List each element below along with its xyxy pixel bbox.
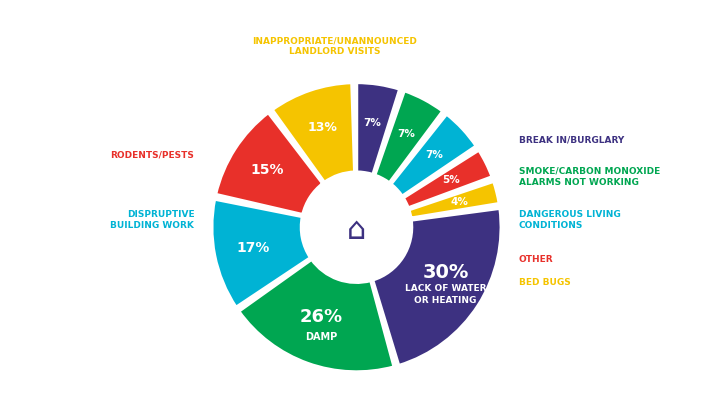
Wedge shape <box>272 83 355 182</box>
Text: 7%: 7% <box>425 150 443 160</box>
Wedge shape <box>372 208 501 366</box>
Text: RODENTS/PESTS: RODENTS/PESTS <box>111 150 195 159</box>
Text: 7%: 7% <box>364 118 381 128</box>
Text: DAMP: DAMP <box>304 332 337 342</box>
Wedge shape <box>239 259 394 372</box>
Text: 5%: 5% <box>442 175 460 185</box>
Text: DANGEROUS LIVING
CONDITIONS: DANGEROUS LIVING CONDITIONS <box>518 210 620 230</box>
Wedge shape <box>212 199 311 307</box>
Text: DISPRUPTIVE
BUILDING WORK: DISPRUPTIVE BUILDING WORK <box>111 210 195 230</box>
Wedge shape <box>409 181 499 218</box>
Text: 15%: 15% <box>251 163 284 177</box>
Text: 4%: 4% <box>450 197 468 207</box>
Circle shape <box>302 172 411 282</box>
Text: 7%: 7% <box>397 129 415 139</box>
Text: ⌂: ⌂ <box>347 216 366 245</box>
Wedge shape <box>403 150 492 208</box>
Text: INAPPROPRIATE/UNANNOUNCED
LANDLORD VISITS: INAPPROPRIATE/UNANNOUNCED LANDLORD VISIT… <box>252 36 417 56</box>
Text: LACK OF WATER
OR HEATING: LACK OF WATER OR HEATING <box>405 284 486 305</box>
Wedge shape <box>215 112 323 215</box>
Wedge shape <box>374 90 443 183</box>
Text: OTHER: OTHER <box>518 254 553 263</box>
Text: 13%: 13% <box>307 121 337 134</box>
Text: 26%: 26% <box>299 307 342 326</box>
Text: SMOKE/CARBON MONOXIDE
ALARMS NOT WORKING: SMOKE/CARBON MONOXIDE ALARMS NOT WORKING <box>518 166 660 187</box>
Wedge shape <box>356 83 400 175</box>
Wedge shape <box>391 114 476 196</box>
Text: 30%: 30% <box>422 263 468 282</box>
Text: 17%: 17% <box>236 241 270 255</box>
Text: BREAK IN/BURGLARY: BREAK IN/BURGLARY <box>518 136 624 145</box>
Text: BED BUGS: BED BUGS <box>518 278 570 287</box>
